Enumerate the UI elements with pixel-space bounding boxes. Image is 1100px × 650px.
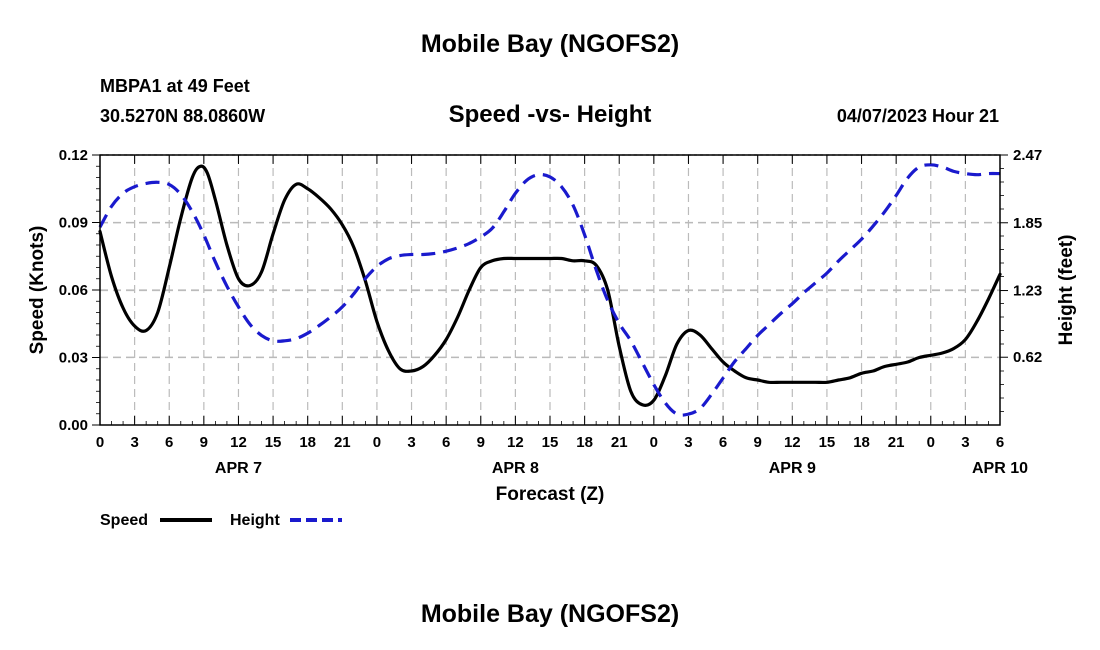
y-tick-label: 0.06	[59, 282, 88, 299]
speed-series-line	[98, 164, 1002, 408]
y-tick-label: 0.09	[59, 215, 88, 232]
x-tick-label: 18	[576, 434, 593, 451]
date-label: APR 8	[492, 460, 539, 477]
station-label: MBPA1 at 49 Feet	[100, 76, 250, 96]
y2-axis-label: Height (feet)	[1056, 235, 1077, 346]
date-label: APR 7	[215, 460, 262, 477]
legend-speed-label: Speed	[100, 512, 148, 529]
x-tick-label: 15	[265, 434, 282, 451]
x-tick-label: 21	[611, 434, 628, 451]
x-tick-label: 9	[477, 434, 485, 451]
x-tick-label: 12	[784, 434, 801, 451]
x-tick-label: 12	[507, 434, 524, 451]
x-tick-label: 3	[407, 434, 415, 451]
y-tick-label: 0.03	[59, 350, 88, 367]
x-tick-label: 12	[230, 434, 247, 451]
x-axis-label: Forecast (Z)	[496, 484, 605, 505]
x-tick-label: 0	[650, 434, 658, 451]
x-tick-label: 18	[853, 434, 870, 451]
x-tick-label: 21	[888, 434, 905, 451]
axes: 0 3 6 9 12 15 18 21 0 3 6 9 12 15 18 21 0 3 6 9 12 15 18 21 0 3 6 A…	[59, 147, 1042, 477]
x-tick-label: 21	[334, 434, 351, 451]
y-axis-label: Speed (Knots)	[27, 226, 48, 355]
forecast-datetime: 04/07/2023 Hour 21	[836, 106, 999, 126]
y-tick-label: 0.12	[59, 147, 88, 164]
x-tick-label: 6	[996, 434, 1004, 451]
chart-title: Mobile Bay (NGOFS2)	[420, 30, 680, 58]
x-tick-label: 15	[819, 434, 836, 451]
y2-tick-label: 1.23	[1013, 283, 1042, 300]
station-coordinates: 30.5270N 88.0860W	[100, 106, 266, 126]
x-tick-label: 6	[719, 434, 727, 451]
speed-height-chart: 0 3 6 9 12 15 18 21 0 3 6 9 12 15 18 21 0 3 6 9 12 15 18 21 0 3 6 A…	[27, 147, 1077, 529]
x-tick-label: 9	[200, 434, 208, 451]
x-tick-label: 15	[542, 434, 559, 451]
footer-title: Mobile Bay (NGOFS2)	[420, 600, 680, 628]
date-label: APR 9	[769, 460, 816, 477]
x-tick-label: 6	[165, 434, 173, 451]
y2-tick-label: 2.47	[1013, 147, 1042, 164]
x-tick-label: 0	[373, 434, 381, 451]
x-tick-label: 3	[130, 434, 138, 451]
legend: Speed Height	[100, 512, 342, 529]
height-series-line	[98, 163, 1001, 417]
date-label: APR 10	[972, 460, 1028, 477]
x-tick-label: 3	[684, 434, 692, 451]
grid	[100, 154, 1000, 425]
x-tick-label: 3	[961, 434, 969, 451]
y2-tick-label: 0.62	[1013, 349, 1042, 366]
y-tick-label: 0.00	[59, 417, 88, 434]
x-tick-label: 9	[754, 434, 762, 451]
x-tick-label: 0	[96, 434, 104, 451]
y2-tick-label: 1.85	[1013, 215, 1042, 232]
legend-height-label: Height	[230, 512, 280, 529]
x-tick-label: 0	[927, 434, 935, 451]
x-tick-label: 18	[299, 434, 316, 451]
x-tick-label: 6	[442, 434, 450, 451]
chart-subtitle: Speed -vs- Height	[448, 101, 652, 128]
series	[98, 163, 1002, 417]
